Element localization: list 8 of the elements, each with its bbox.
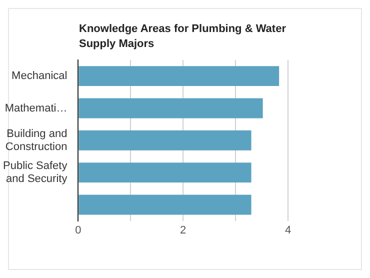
y-tick-label: Public Safety and Security [3,160,68,186]
x-tick-label: 4 [284,224,292,236]
x-tick-label: 2 [180,224,186,236]
y-tick-label: Mechanical [12,70,68,82]
y-tick-label: Mathemati… [4,102,68,114]
y-tick-label: Building and Construction [5,128,68,154]
chart-title: Knowledge Areas for Plumbing & Water Supply Majors [79,22,287,52]
x-tick-label: 0 [75,224,82,236]
